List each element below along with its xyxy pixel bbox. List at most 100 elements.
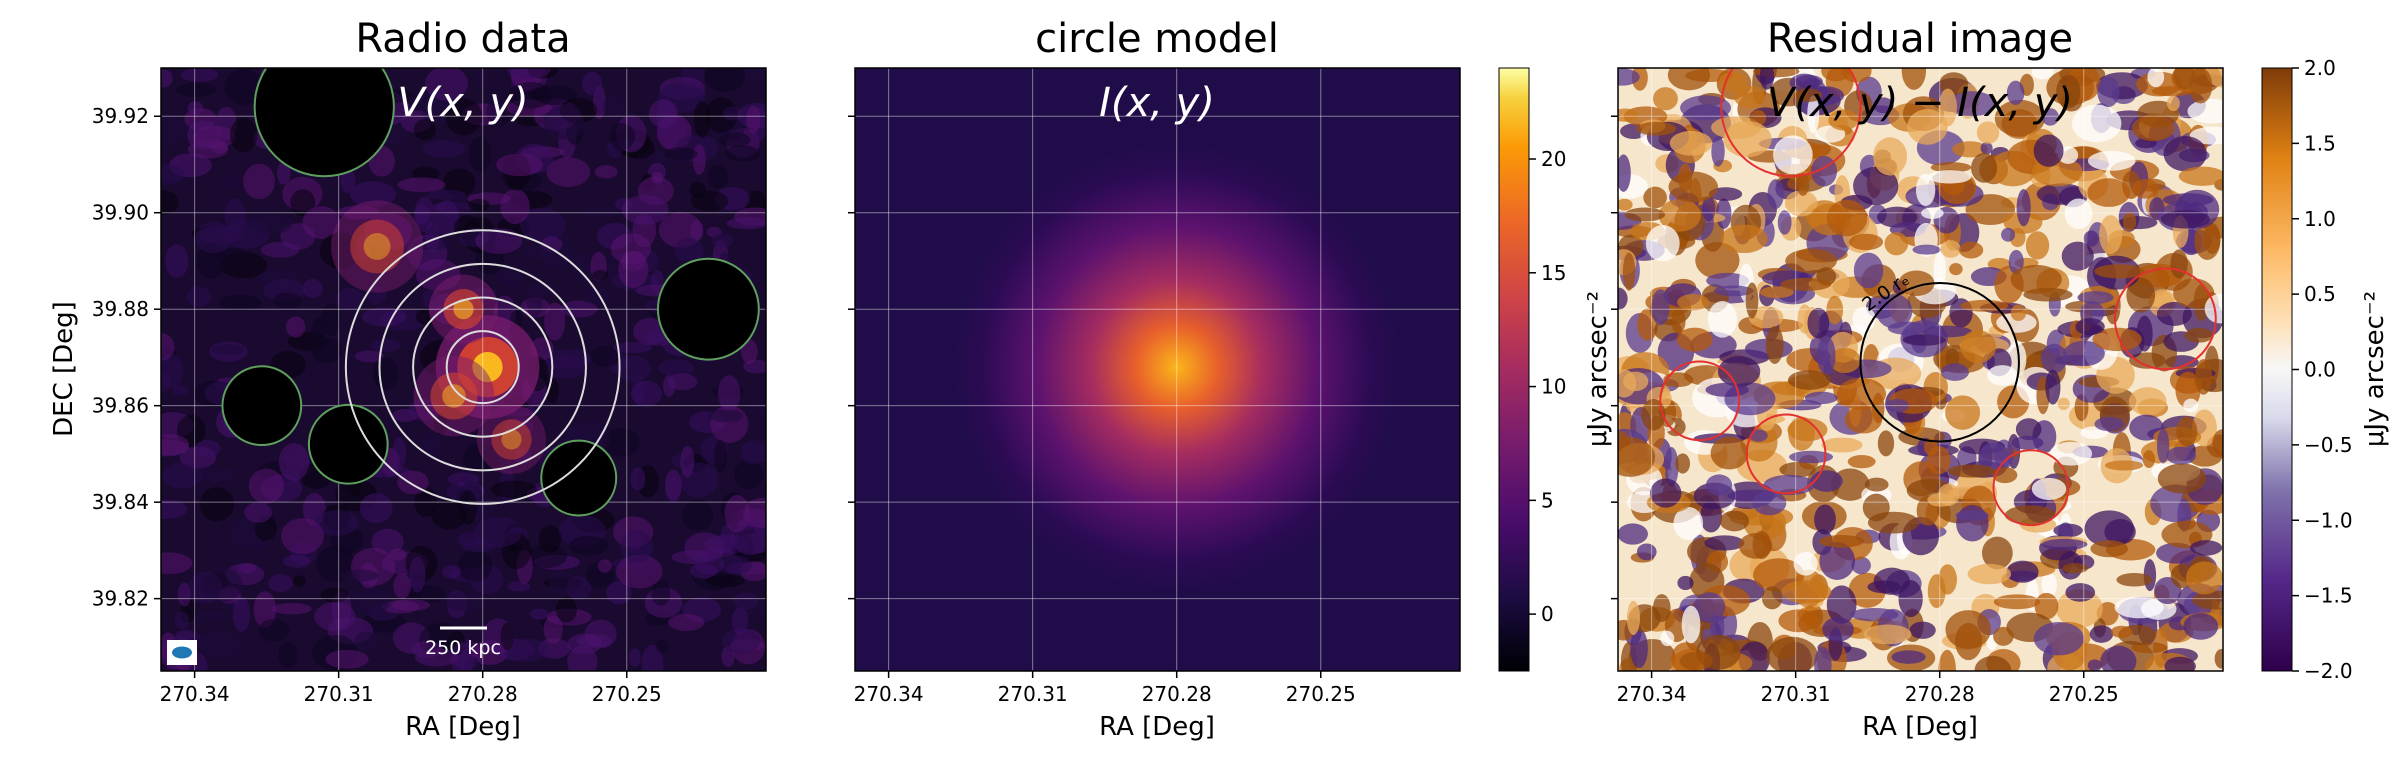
y-tick-label: 39.88 [92,297,149,321]
residual-patch [2025,231,2050,260]
residual-patch [2099,215,2123,255]
residual-patch [1955,510,1989,521]
residual-patch [1829,347,1861,374]
residual-patch [1773,135,1813,175]
residual-patch [1821,68,1851,82]
residual-patch [1873,137,1908,176]
residual-patch [1901,68,1927,90]
residual-patch [1752,530,1771,560]
residual-patch [1706,272,1750,289]
residual-patch [2175,371,2201,409]
residual-patch [1680,95,1731,121]
residual-patch [2126,277,2156,313]
noise-patch [660,86,707,101]
residual-patch [2170,249,2188,279]
x-tick-label: 270.25 [592,682,662,706]
panel1-ylabel: DEC [Deg] [49,301,79,437]
noise-patch [648,99,678,129]
noise-patch [349,181,397,208]
noise-patch [584,619,617,649]
noise-patch [474,516,522,548]
residual-patch [1766,636,1818,671]
noise-patch [628,648,641,667]
residual-patch [1891,650,1926,664]
noise-patch [718,132,751,148]
masked-source-outline [1720,68,1862,178]
noise-patch [724,145,761,162]
residual-patch [1745,282,1759,319]
residual-patch [1907,108,1948,145]
residual-patch [2077,291,2114,304]
residual-patch [2057,397,2070,411]
residual-patch [1814,646,1832,671]
noise-patch [319,232,360,269]
residual-patch [1767,179,1784,210]
noise-patch [613,342,652,354]
residual-patch [1819,534,1865,548]
noise-patch [302,206,341,239]
panel1-emission-layer [330,200,547,475]
residual-patch [2204,68,2223,88]
noise-patch [720,555,752,575]
noise-patch [746,105,761,134]
residual-patch [1912,244,1941,255]
noise-patch [393,573,412,599]
noise-patch [314,602,356,632]
residual-patch [1947,464,1996,478]
colorbar2-tick-label: −1.0 [2304,508,2353,532]
residual-patch [1669,130,1713,156]
residual-patch [1909,621,1936,639]
noise-patch [276,161,291,185]
noise-patch [161,354,184,389]
residual-patch [1884,232,1909,256]
noise-patch [609,122,636,150]
residual-patch [2010,264,2062,294]
noise-patch [161,69,173,88]
residual-patch [2015,418,2042,441]
residual-patch [2183,613,2219,640]
residual-patch [2087,659,2102,671]
noise-patch [603,428,640,457]
residual-patch [1761,586,1783,610]
noise-patch [232,596,251,632]
residual-patch [1789,73,1820,93]
noise-patch [218,294,262,311]
residual-patch [1667,68,1711,91]
colorbar2-tick-label: 1.5 [2304,131,2336,155]
residual-patch [1787,370,1831,390]
residual-patch [2094,416,2124,432]
noise-patch [731,607,749,635]
emission-peak [442,384,466,408]
colorbar2-tick-label: 1.0 [2304,207,2336,231]
noise-patch [707,164,729,189]
panel3-residual-field [1618,68,2223,671]
residual-patch [2185,561,2223,595]
noise-patch [457,549,493,582]
noise-patch [603,93,626,120]
noise-patch [711,233,734,248]
colorbar2-tick-label: −1.5 [2304,584,2353,608]
noise-patch [681,499,714,532]
noise-patch [425,221,440,253]
y-tick-label: 39.82 [92,587,149,611]
residual-patch [1844,406,1883,434]
noise-patch [555,596,577,623]
panel1-frame [160,67,767,672]
residual-patch [2104,460,2144,471]
residual-patch [1938,649,1956,671]
noise-patch [442,168,476,198]
beam-ellipse [172,646,192,659]
residual-patch [1618,437,1656,477]
annulus-circle [412,296,554,438]
noise-patch [433,200,460,236]
noise-patch [258,619,290,642]
annulus-circle [378,262,587,472]
noise-patch [371,528,404,555]
residual-patch [1711,135,1725,167]
noise-patch [664,147,698,161]
noise-patch [161,190,179,215]
residual-patch [2166,95,2180,112]
noise-patch [468,198,490,212]
residual-patch [1676,327,1713,352]
noise-patch [320,303,341,337]
